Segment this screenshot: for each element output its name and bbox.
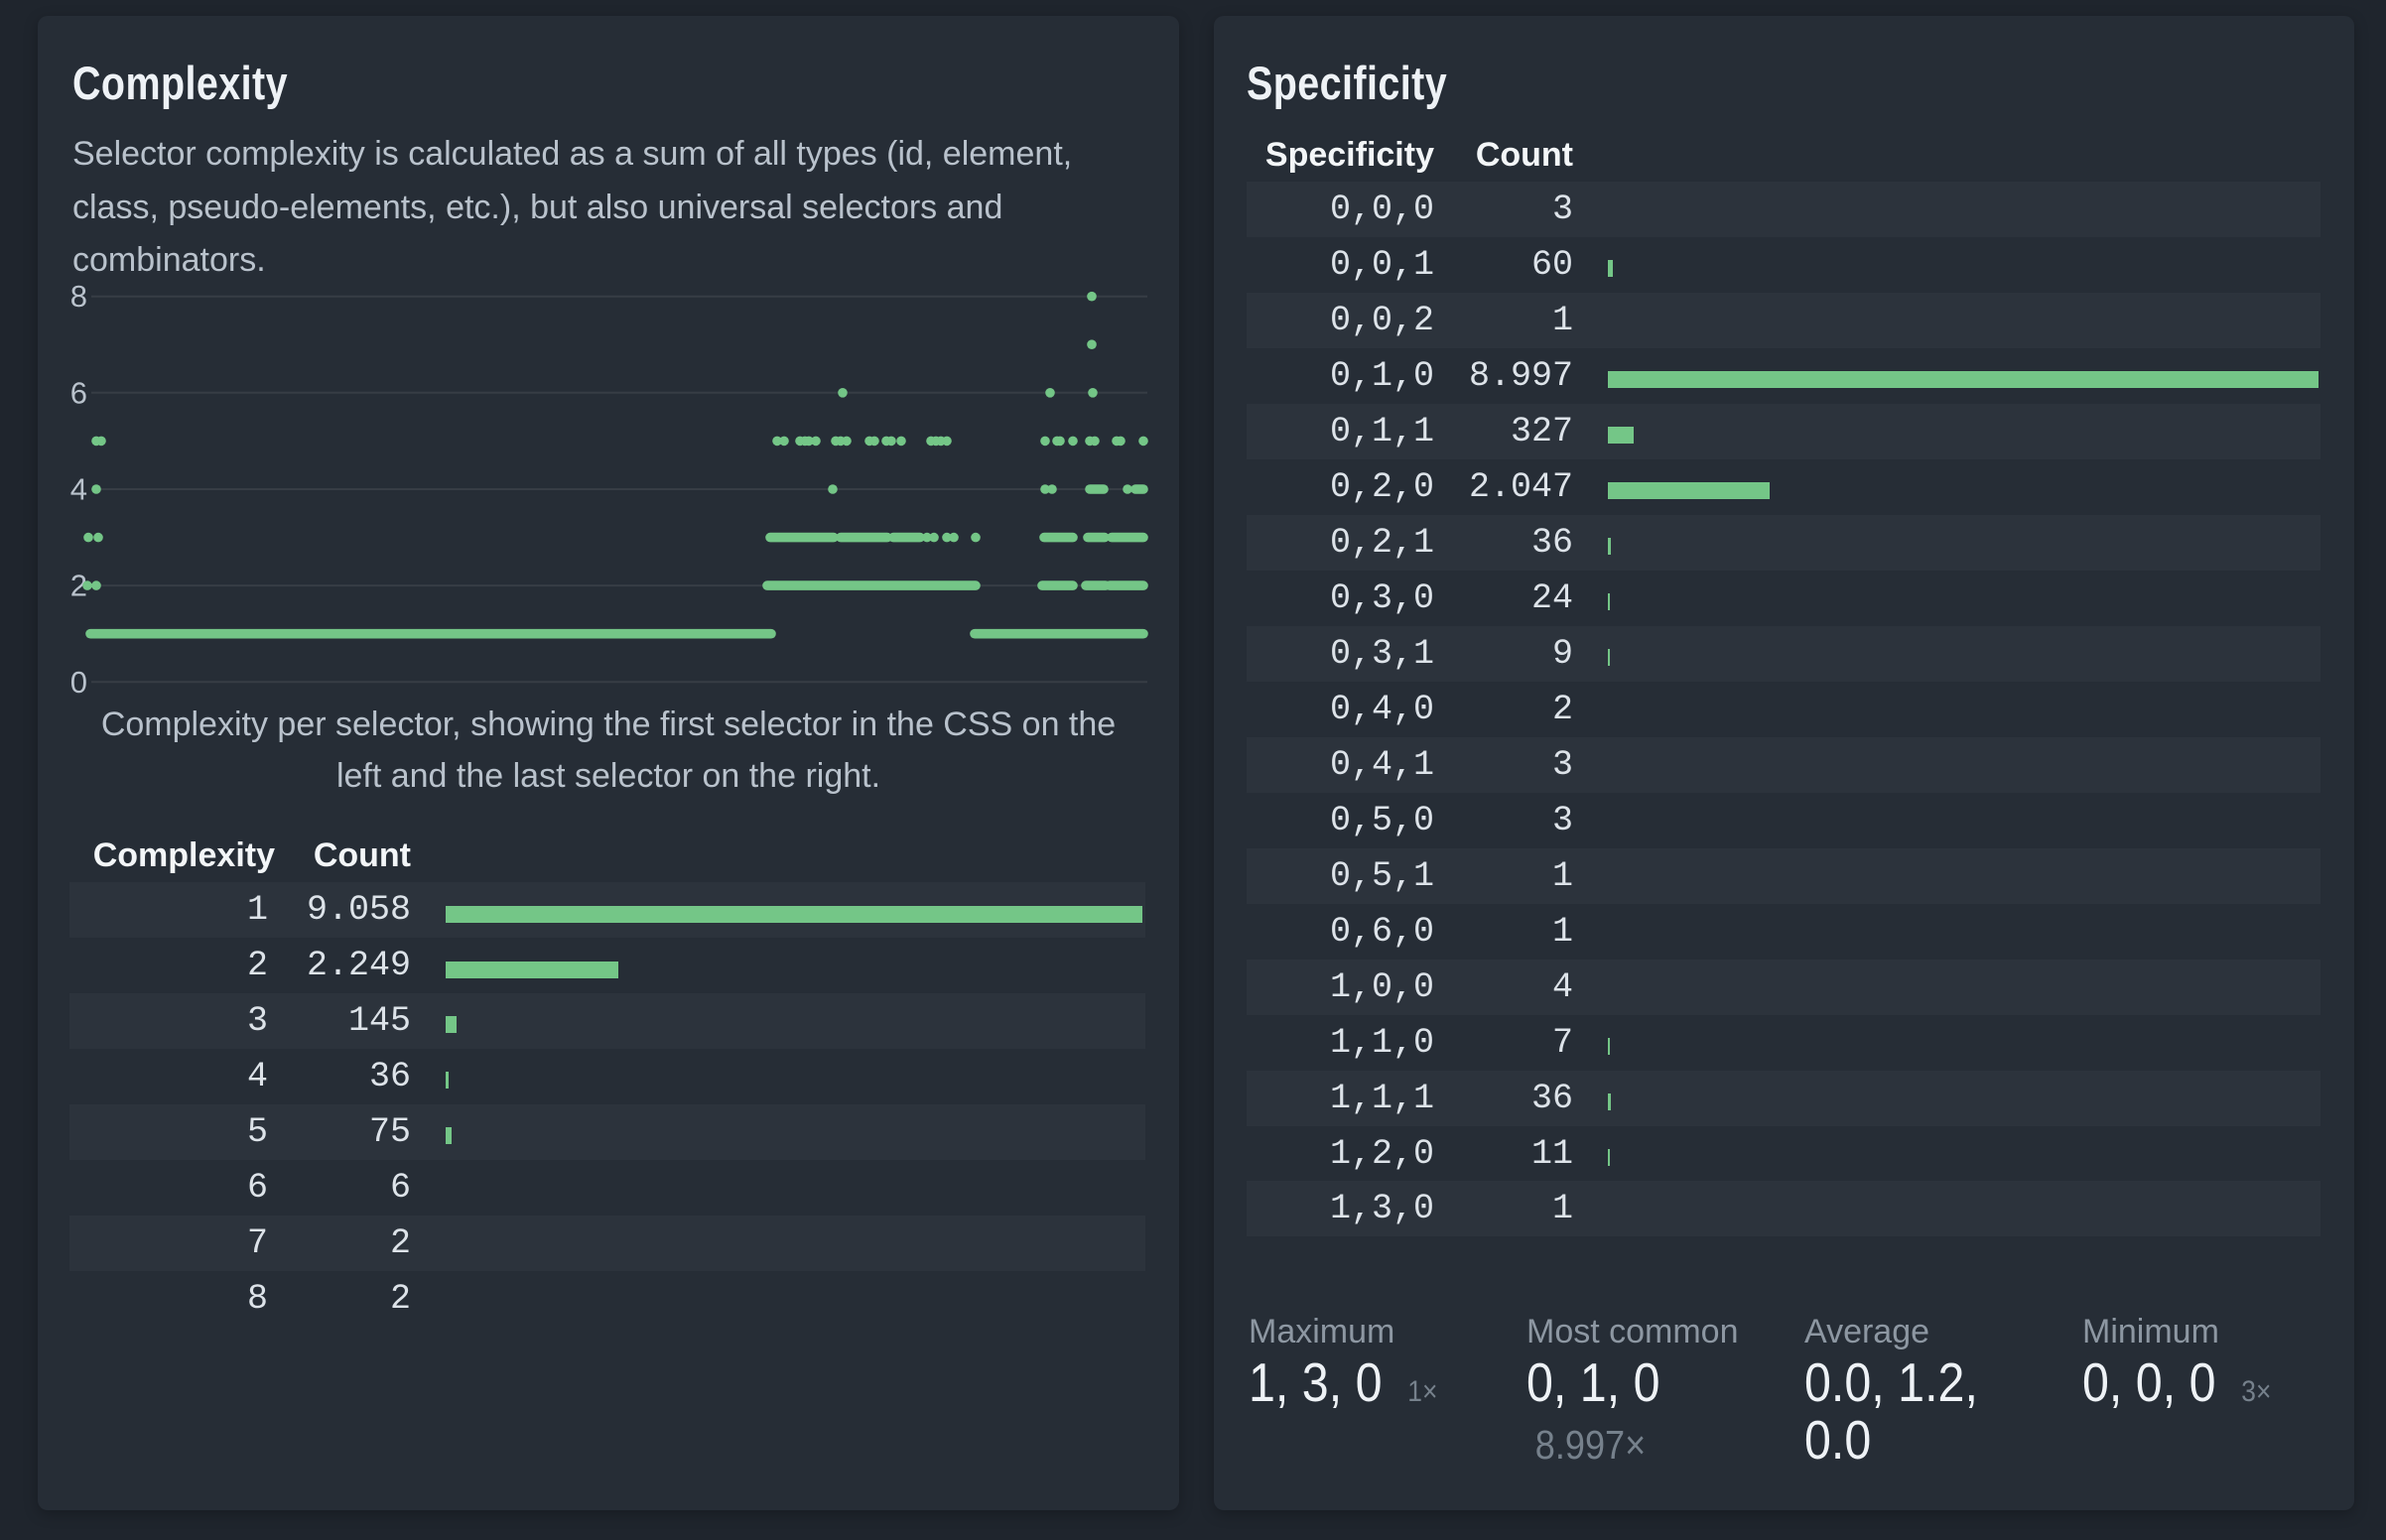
svg-text:8: 8: [70, 279, 87, 314]
svg-text:0: 0: [70, 665, 87, 700]
svg-text:2: 2: [70, 569, 87, 603]
svg-text:6: 6: [70, 375, 87, 410]
svg-text:4: 4: [70, 472, 87, 507]
